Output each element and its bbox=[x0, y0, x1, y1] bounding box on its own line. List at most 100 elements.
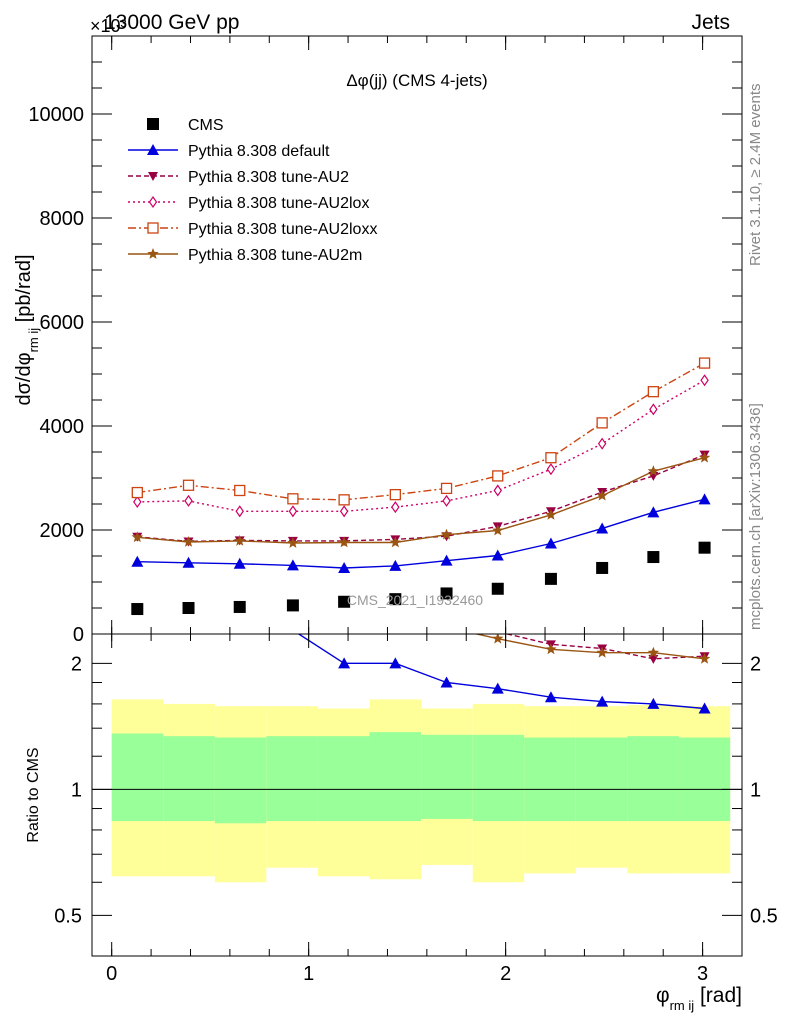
series-line-au2m bbox=[137, 457, 705, 544]
point-au2loxx bbox=[389, 488, 401, 501]
point-cms bbox=[698, 541, 711, 554]
ratio-band-inner bbox=[214, 737, 267, 824]
header-left-label: 13000 GeV pp bbox=[104, 11, 239, 34]
rivet-label: Rivet 3.1.10, ≥ 2.4M events bbox=[747, 84, 764, 267]
point-au2m bbox=[234, 534, 246, 546]
point-au2m bbox=[287, 537, 299, 548]
ratio-band-inner bbox=[163, 736, 215, 822]
point-au2lox bbox=[133, 495, 142, 508]
point-default bbox=[233, 557, 246, 569]
series-line-au2lox bbox=[137, 379, 705, 512]
plot-title: Δφ(jj) (CMS 4-jets) bbox=[346, 71, 487, 90]
x-tick-label: 1 bbox=[303, 963, 314, 985]
main-series-lines bbox=[137, 362, 705, 569]
point-au2m bbox=[338, 536, 350, 548]
point-au2loxx bbox=[182, 479, 195, 491]
ratio-point-default bbox=[698, 702, 711, 714]
point-cms bbox=[647, 551, 660, 564]
ratio-band-inner bbox=[678, 737, 731, 822]
point-au2m bbox=[545, 508, 557, 520]
point-au2m bbox=[389, 536, 401, 548]
point-cms bbox=[131, 603, 144, 616]
legend-label-au2loxx: Pythia 8.308 tune-AU2loxx bbox=[188, 221, 377, 238]
series-line-default bbox=[137, 498, 705, 569]
y-tick-label: 10000 bbox=[28, 104, 84, 126]
legend-marker-au2m bbox=[147, 248, 159, 259]
ratio-y-tick-label-right: 1 bbox=[750, 779, 761, 801]
legend-label-cms: CMS bbox=[188, 117, 224, 134]
point-default bbox=[491, 549, 504, 561]
point-au2lox bbox=[442, 494, 451, 507]
legend-label-au2m: Pythia 8.308 tune-AU2m bbox=[188, 247, 362, 264]
x-axis-label-sub: rm ij bbox=[670, 998, 695, 1013]
point-au2lox bbox=[493, 484, 502, 497]
point-au2m bbox=[182, 536, 195, 547]
ratio-band-inner bbox=[317, 736, 370, 822]
point-au2loxx bbox=[131, 486, 143, 499]
ratio-band-inner bbox=[421, 734, 473, 819]
legend-label-default: Pythia 8.308 default bbox=[188, 143, 330, 160]
ratio-y-tick-label: 2 bbox=[71, 653, 82, 675]
legend-label-au2lox: Pythia 8.308 tune-AU2lox bbox=[188, 195, 369, 212]
point-au2lox bbox=[546, 463, 556, 476]
watermark-label: CMS_2021_I1932460 bbox=[347, 592, 483, 608]
point-cms bbox=[491, 582, 504, 595]
point-au2m bbox=[131, 531, 143, 543]
ratio-y-tick-label: 0.5 bbox=[54, 905, 82, 927]
ratio-point-default bbox=[647, 697, 660, 709]
point-au2lox bbox=[597, 437, 607, 450]
point-au2loxx bbox=[338, 494, 350, 506]
ratio-band-inner bbox=[266, 736, 318, 822]
point-au2lox bbox=[184, 494, 193, 507]
y-tick-label: 4000 bbox=[40, 416, 85, 438]
point-au2loxx bbox=[698, 357, 711, 369]
point-cms bbox=[544, 572, 557, 585]
point-au2loxx bbox=[545, 452, 557, 464]
point-cms bbox=[233, 600, 246, 613]
ratio-band-inner bbox=[627, 736, 679, 822]
ratio-line-au2m bbox=[473, 634, 705, 660]
ratio-point-au2m bbox=[545, 643, 557, 655]
legend: CMS Pythia 8.308 default Pythia 8.308 tune… bbox=[128, 117, 377, 264]
point-cms bbox=[286, 599, 299, 612]
series-line-au2 bbox=[137, 453, 705, 543]
ratio-band-inner bbox=[369, 732, 422, 822]
x-axis-label: φrm ij [rad] bbox=[656, 984, 742, 1013]
x-axis-label-unit: [rad] bbox=[694, 984, 742, 1007]
x-tick-label: 3 bbox=[697, 963, 708, 985]
y-axis-label: dσ/dφrm ij [pb/rad] bbox=[13, 254, 41, 405]
point-au2lox bbox=[288, 505, 298, 518]
legend-marker-default bbox=[147, 144, 159, 155]
point-default bbox=[389, 559, 402, 571]
x-tick-label: 0 bbox=[106, 963, 117, 985]
ratio-panel: 0.5 0.5 1 1 2 2 0 1 2 3 Ratio to CMS φrm ij [rad] bbox=[25, 633, 778, 1013]
ratio-point-au2m bbox=[492, 634, 504, 644]
ratio-point-default bbox=[440, 676, 453, 688]
point-au2m bbox=[698, 451, 711, 463]
ratio-y-tick-label-right: 2 bbox=[750, 653, 761, 675]
ratio-band-inner bbox=[472, 734, 525, 822]
point-au2m bbox=[596, 489, 608, 501]
point-default bbox=[544, 537, 557, 549]
mcplots-label: mcplots.cern.ch [arXiv:1306.3436] bbox=[747, 403, 764, 630]
y-tick-label: 6000 bbox=[40, 312, 85, 334]
y-tick-label: 0 bbox=[73, 624, 84, 646]
point-au2loxx bbox=[440, 482, 453, 495]
ratio-y-tick-label: 1 bbox=[71, 779, 82, 801]
x-tick-label: 2 bbox=[500, 963, 511, 985]
ratio-line-default bbox=[297, 634, 705, 710]
point-default bbox=[286, 559, 299, 571]
point-au2loxx bbox=[647, 386, 660, 398]
point-default bbox=[596, 522, 609, 534]
ratio-point-au2m bbox=[698, 652, 711, 664]
ratio-series-lines bbox=[297, 634, 711, 714]
point-au2lox bbox=[235, 505, 244, 518]
point-cms bbox=[596, 561, 609, 574]
point-default bbox=[338, 561, 351, 573]
ratio-axes: 0.5 0.5 1 1 2 2 0 1 2 3 bbox=[54, 634, 778, 985]
point-au2loxx bbox=[287, 493, 299, 505]
y-exponent-label: ×10³ bbox=[90, 16, 127, 36]
point-au2lox bbox=[700, 374, 709, 387]
point-au2loxx bbox=[596, 417, 608, 429]
